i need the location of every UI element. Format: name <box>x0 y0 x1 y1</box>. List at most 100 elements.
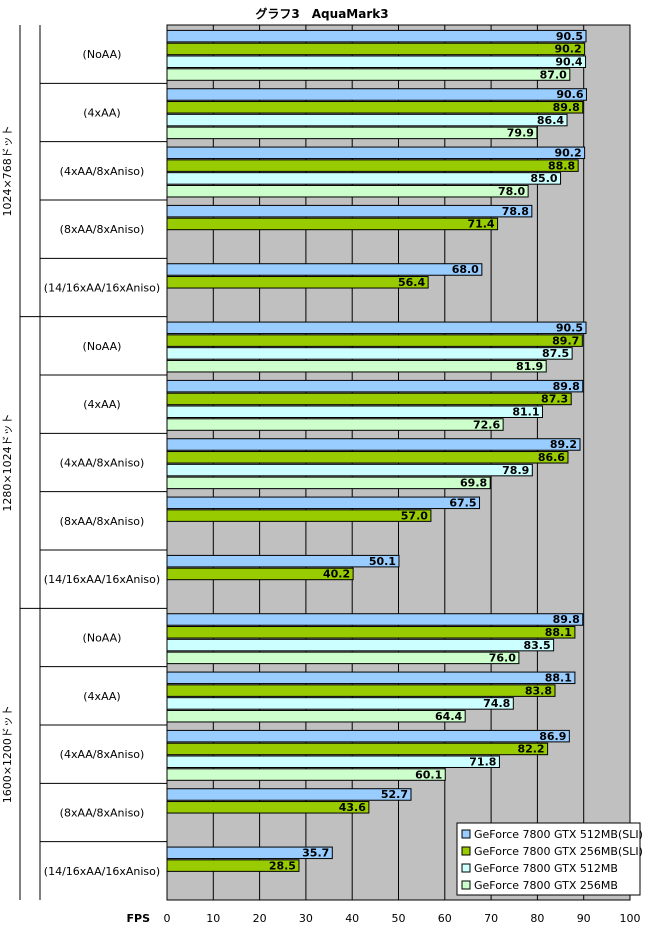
x-tick-label: 40 <box>345 912 359 925</box>
value-label: 89.8 <box>553 380 580 393</box>
legend-label: GeForce 7800 GTX 512MB(SLI) <box>474 828 643 841</box>
bar <box>166 768 446 781</box>
x-tick-label: 30 <box>299 912 313 925</box>
value-label: 69.8 <box>460 477 487 490</box>
bar <box>166 334 583 347</box>
value-label: 35.7 <box>302 847 329 860</box>
bar <box>166 509 432 522</box>
value-label: 88.1 <box>545 672 572 685</box>
bar <box>166 359 547 373</box>
bar <box>166 184 529 198</box>
bar <box>166 392 572 406</box>
bar <box>166 463 533 477</box>
bar <box>166 379 584 393</box>
value-label: 82.2 <box>517 743 544 756</box>
value-label: 52.7 <box>381 788 408 801</box>
category-label: (4xAA/8xAniso) <box>60 457 145 470</box>
x-tick-label: 50 <box>392 912 406 925</box>
bar <box>166 55 587 68</box>
bar <box>166 418 504 431</box>
category-label: (8xAA/8xAniso) <box>60 223 145 236</box>
value-label: 90.5 <box>556 30 583 43</box>
value-label: 76.0 <box>489 652 516 665</box>
bar <box>166 88 587 101</box>
bar <box>166 126 538 140</box>
value-label: 85.0 <box>530 172 557 185</box>
legend-label: GeForce 7800 GTX 256MB <box>474 879 618 892</box>
category-label: (NoAA) <box>83 48 122 61</box>
bar <box>166 742 549 756</box>
bar <box>166 697 514 710</box>
bar <box>166 671 576 685</box>
bar <box>166 204 533 218</box>
category-label: (8xAA/8xAniso) <box>60 807 145 820</box>
value-label: 50.1 <box>369 555 396 568</box>
value-label: 86.6 <box>538 451 565 464</box>
category-label: (4xAA) <box>83 107 120 120</box>
bar <box>166 709 466 723</box>
legend-label: GeForce 7800 GTX 512MB <box>474 862 618 875</box>
value-label: 90.2 <box>554 147 581 160</box>
value-label: 89.8 <box>553 613 580 626</box>
value-label: 83.8 <box>525 684 552 697</box>
value-label: 67.5 <box>449 497 476 510</box>
bar <box>166 651 520 665</box>
x-tick-label: 10 <box>206 912 220 925</box>
value-label: 86.4 <box>537 114 564 127</box>
value-label: 88.1 <box>545 626 572 639</box>
bar <box>166 68 571 81</box>
value-label: 86.9 <box>539 730 566 743</box>
group-label: 1280×1024ドット <box>1 413 14 511</box>
value-label: 89.2 <box>550 438 577 451</box>
legend-swatch <box>461 863 471 873</box>
value-label: 89.8 <box>553 101 580 114</box>
value-label: 71.4 <box>467 218 494 231</box>
value-label: 79.9 <box>507 127 534 140</box>
bar <box>166 101 584 114</box>
value-label: 60.1 <box>415 768 442 781</box>
category-label: (NoAA) <box>83 632 122 645</box>
bar <box>166 613 584 626</box>
bar <box>166 788 412 801</box>
bar <box>166 438 581 451</box>
bar <box>166 476 491 490</box>
bar <box>166 159 579 172</box>
value-label: 40.2 <box>323 568 350 581</box>
bar <box>166 276 429 289</box>
bar <box>166 146 586 160</box>
x-tick-label: 20 <box>253 912 267 925</box>
legend-label: GeForce 7800 GTX 256MB(SLI) <box>474 845 643 858</box>
bar <box>166 172 562 185</box>
category-label: (4xAA) <box>83 398 120 411</box>
value-label: 43.6 <box>339 801 366 814</box>
x-tick-label: 0 <box>164 912 171 925</box>
value-label: 74.8 <box>483 697 510 710</box>
legend-swatch <box>461 880 471 890</box>
bar <box>166 263 483 276</box>
bar <box>166 729 570 743</box>
group-label: 1600×1200ドット <box>1 705 14 803</box>
value-label: 64.4 <box>435 710 462 723</box>
category-label: (14/16xAA/16xAniso) <box>44 573 160 586</box>
x-tick-label: 90 <box>577 912 591 925</box>
value-label: 90.6 <box>556 88 583 101</box>
bar <box>166 626 576 639</box>
bar <box>166 321 587 335</box>
bar <box>166 29 587 43</box>
legend-box <box>456 822 641 896</box>
legend-swatch <box>461 829 471 839</box>
value-label: 87.5 <box>542 347 569 360</box>
value-label: 78.0 <box>498 185 525 198</box>
bar <box>166 217 499 231</box>
category-label: (4xAA) <box>83 690 120 703</box>
category-label: (14/16xAA/16xAniso) <box>44 865 160 878</box>
value-label: 90.5 <box>556 322 583 335</box>
category-label: (4xAA/8xAniso) <box>60 165 145 178</box>
value-label: 78.8 <box>502 205 529 218</box>
value-label: 56.4 <box>398 276 425 289</box>
x-tick-label: 80 <box>530 912 544 925</box>
value-label: 90.2 <box>554 43 581 56</box>
value-label: 78.9 <box>502 464 529 477</box>
